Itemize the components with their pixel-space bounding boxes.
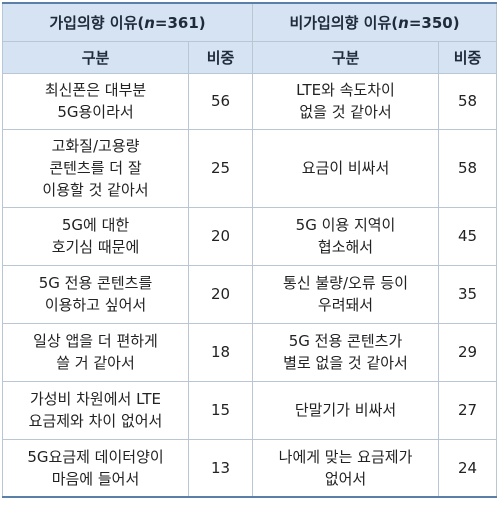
join-group-n: n (144, 13, 155, 32)
table-row: 최신폰은 대부분 5G용이라서 56 LTE와 속도차이 없을 것 같아서 58 (2, 72, 498, 130)
nonjoin-share-cell: 24 (438, 438, 498, 498)
table-row: 고화질/고용량 콘텐츠를 더 잘 이용할 것 같아서 25 요금이 비싸서 58 (2, 128, 498, 208)
nonjoin-reason-text: 통신 불량/오류 등이 우려돼서 (283, 274, 409, 314)
join-reason-cell: 최신폰은 대부분 5G용이라서 (2, 72, 189, 130)
join-share-cell: 25 (187, 128, 254, 208)
join-share-cell: 20 (187, 264, 254, 324)
nonjoin-share-cell: 58 (438, 72, 498, 130)
nonjoin-reason-cell: 통신 불량/오류 등이 우려돼서 (252, 264, 440, 324)
nonjoin-reason-text: 5G 이용 지역이 협소해서 (295, 216, 396, 256)
join-reason-cell: 5G에 대한 호기심 때문에 (2, 206, 189, 266)
nonjoin-reason-text: LTE와 속도차이 없을 것 같아서 (296, 81, 395, 121)
survey-table: 가입의향 이유(n=361) 비가입의향 이유(n=350) 구분 비중 구분 … (1, 2, 498, 498)
nonjoin-reason-cell: 단말기가 비싸서 (252, 380, 440, 440)
join-reason-cell: 5G 전용 콘텐츠를 이용하고 싶어서 (2, 264, 189, 324)
join-share-cell: 18 (187, 322, 254, 382)
nonjoin-share-cell: 35 (438, 264, 498, 324)
join-reason-text: 5G요금제 데이터양이 마음에 들어서 (27, 447, 164, 488)
join-share-header: 비중 (187, 40, 254, 74)
join-group-prefix: 가입의향 이유( (49, 13, 145, 32)
nonjoin-reason-text: 5G 전용 콘텐츠가 별로 없을 것 같아서 (283, 332, 408, 372)
nonjoin-reason-text: 요금이 비싸서 (301, 159, 390, 177)
nonjoin-reason-cell: 5G 이용 지역이 협소해서 (252, 206, 440, 266)
join-category-header: 구분 (2, 40, 189, 74)
nonjoin-reason-cell: 요금이 비싸서 (252, 128, 440, 208)
join-reason-cell: 가성비 차원에서 LTE 요금제와 차이 없어서 (2, 380, 189, 440)
group-header-row: 가입의향 이유(n=361) 비가입의향 이유(n=350) (1, 2, 498, 42)
join-reason-text: 가성비 차원에서 LTE 요금제와 차이 없어서 (28, 390, 163, 430)
join-share-cell: 20 (187, 206, 254, 266)
join-group-suffix: =361) (154, 13, 206, 32)
join-share-cell: 13 (187, 438, 254, 498)
nonjoin-group-prefix: 비가입의향 이유( (289, 13, 399, 32)
nonjoin-reason-cell: 5G 전용 콘텐츠가 별로 없을 것 같아서 (252, 322, 440, 382)
nonjoin-group-header: 비가입의향 이유(n=350) (252, 2, 498, 42)
nonjoin-category-header: 구분 (252, 40, 440, 74)
table-row: 가성비 차원에서 LTE 요금제와 차이 없어서 15 단말기가 비싸서 27 (2, 380, 498, 440)
join-share-cell: 15 (187, 380, 254, 440)
join-reason-text: 5G 전용 콘텐츠를 이용하고 싶어서 (38, 274, 153, 314)
table-row: 5G 전용 콘텐츠를 이용하고 싶어서 20 통신 불량/오류 등이 우려돼서 … (2, 264, 498, 324)
nonjoin-group-suffix: =350) (408, 13, 460, 32)
nonjoin-share-cell: 58 (438, 128, 498, 208)
join-group-header: 가입의향 이유(n=361) (1, 2, 254, 42)
join-reason-text: 5G에 대한 호기심 때문에 (51, 216, 140, 256)
join-reason-cell: 일상 앱을 더 편하게 쓸 거 같아서 (2, 322, 189, 382)
nonjoin-share-header: 비중 (438, 40, 498, 74)
table-row: 5G에 대한 호기심 때문에 20 5G 이용 지역이 협소해서 45 (2, 206, 498, 266)
join-reason-cell: 5G요금제 데이터양이 마음에 들어서 (2, 438, 189, 498)
nonjoin-reason-text: 단말기가 비싸서 (294, 401, 397, 419)
join-reason-text: 최신폰은 대부분 5G용이라서 (44, 81, 147, 121)
nonjoin-group-n: n (398, 13, 409, 32)
nonjoin-reason-cell: LTE와 속도차이 없을 것 같아서 (252, 72, 440, 130)
join-reason-text: 일상 앱을 더 편하게 쓸 거 같아서 (33, 332, 158, 372)
nonjoin-share-cell: 27 (438, 380, 498, 440)
table-row: 일상 앱을 더 편하게 쓸 거 같아서 18 5G 전용 콘텐츠가 별로 없을 … (2, 322, 498, 382)
join-reason-text: 고화질/고용량 콘텐츠를 더 잘 이용할 것 같아서 (42, 137, 149, 199)
nonjoin-share-cell: 29 (438, 322, 498, 382)
nonjoin-share-cell: 45 (438, 206, 498, 266)
nonjoin-reason-cell: 나에게 맞는 요금제가 없어서 (252, 438, 440, 498)
nonjoin-reason-text: 나에게 맞는 요금제가 없어서 (278, 447, 413, 488)
column-header-row: 구분 비중 구분 비중 (2, 40, 498, 74)
table-row: 5G요금제 데이터양이 마음에 들어서 13 나에게 맞는 요금제가 없어서 2… (2, 438, 498, 498)
join-reason-cell: 고화질/고용량 콘텐츠를 더 잘 이용할 것 같아서 (2, 128, 189, 208)
join-share-cell: 56 (187, 72, 254, 130)
